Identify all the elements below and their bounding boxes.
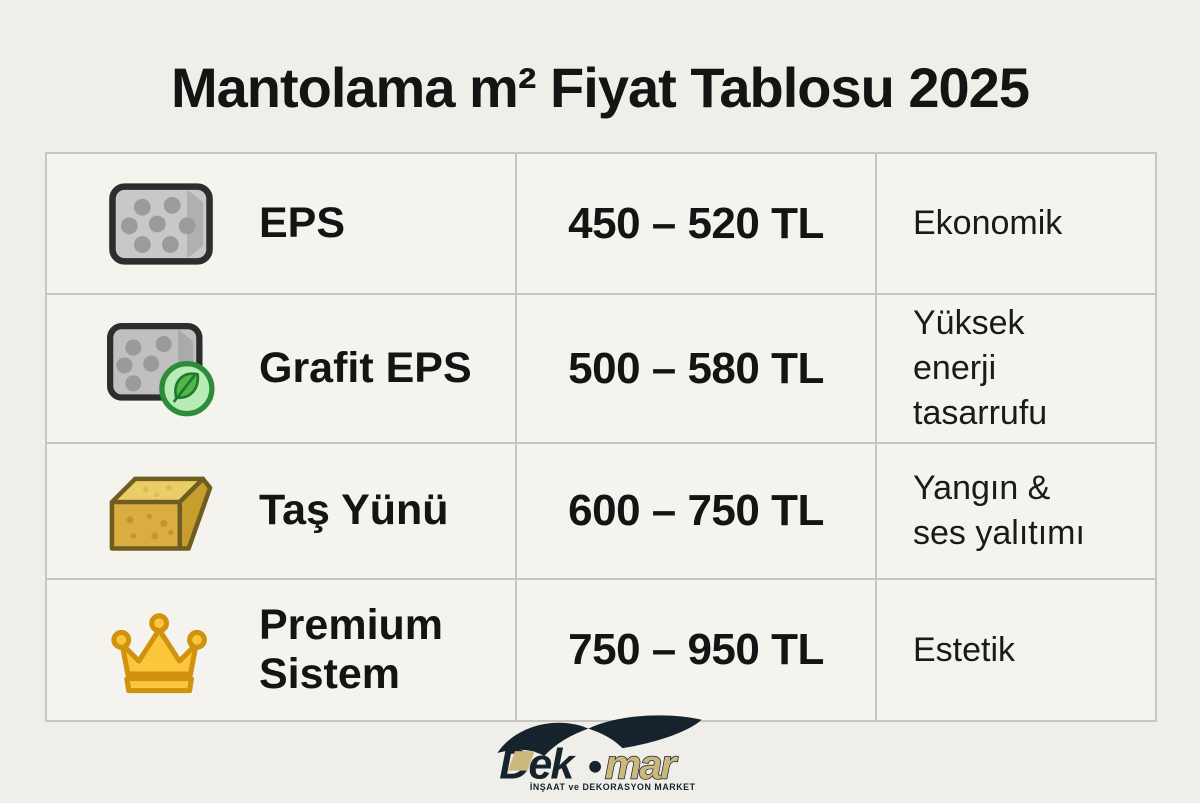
logo-d-gold-slab xyxy=(508,751,535,771)
crown-icon xyxy=(103,602,219,698)
table-row-grafit-price-cell: 500 – 580 TL xyxy=(517,295,875,442)
table-row-taswool-feature-cell: Yangın & ses yalıtımı xyxy=(877,444,1155,578)
eps-foam-board-icon xyxy=(103,177,219,271)
table-row-grafit-material-cell: Grafit EPS xyxy=(47,295,515,442)
table-row-eps-feature-cell: Ekonomik xyxy=(877,154,1155,293)
logo-swoosh-icon xyxy=(497,715,702,756)
table-row-taswool-material-cell: Taş Yünü xyxy=(47,444,515,578)
price-table: EPS 450 – 520 TL Ekonomik Grafit EPS 500… xyxy=(45,152,1157,722)
logo-tagline: İNŞAAT ve DEKORASYON MARKET xyxy=(530,782,696,792)
table-row-premium-price-cell: 750 – 950 TL xyxy=(517,580,875,720)
rock-wool-block-icon xyxy=(103,466,219,556)
graphite-eps-leaf-icon xyxy=(103,319,219,419)
table-row-premium-feature-cell: Estetik xyxy=(877,580,1155,720)
table-row-eps-price-cell: 450 – 520 TL xyxy=(517,154,875,293)
material-name: Grafit EPS xyxy=(259,343,472,392)
material-name: Premium Sistem xyxy=(259,600,444,698)
table-row-eps-material-cell: EPS xyxy=(47,154,515,293)
logo-text-mar: mar xyxy=(605,741,678,787)
material-name: EPS xyxy=(259,198,346,247)
table-row-taswool-price-cell: 600 – 750 TL xyxy=(517,444,875,578)
table-row-grafit-feature-cell: Yüksek enerji tasarrufu xyxy=(877,295,1155,442)
page-title: Mantolama m² Fiyat Tablosu 2025 xyxy=(171,56,1030,119)
table-row-premium-material-cell: Premium Sistem xyxy=(47,580,515,720)
material-name: Taş Yünü xyxy=(259,486,449,535)
logo-dot-icon xyxy=(589,760,601,773)
dekomar-logo: Dek mar İNŞAAT ve DEKORASYON MARKET xyxy=(475,710,725,803)
